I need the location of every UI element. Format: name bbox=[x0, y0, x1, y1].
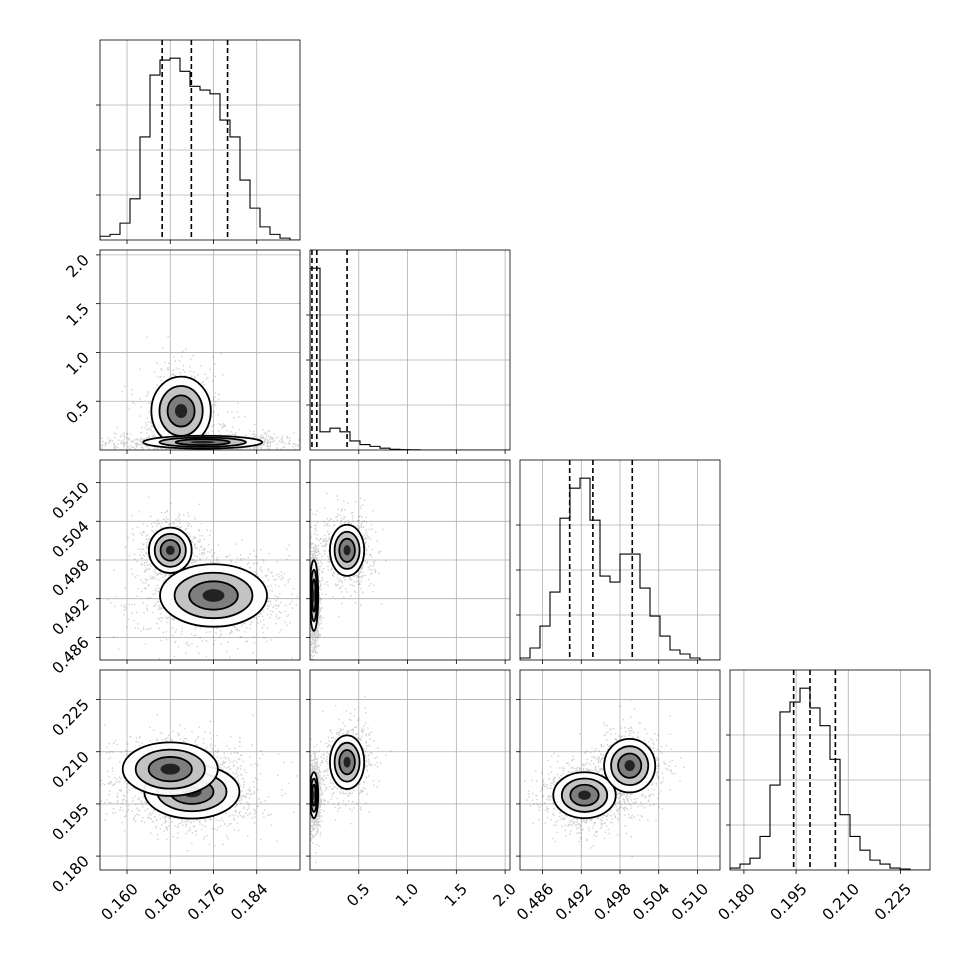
x-tick-label: 1.5 bbox=[441, 880, 471, 910]
scatter-points bbox=[100, 496, 300, 660]
y-tick-label: 0.180 bbox=[49, 852, 93, 896]
x-tick-label: 0.160 bbox=[98, 880, 142, 924]
x-tick-label: 0.210 bbox=[819, 880, 863, 924]
y-tick-label: 1.0 bbox=[63, 349, 93, 379]
scatter-panel-2-1 bbox=[309, 459, 511, 661]
histogram-step bbox=[310, 267, 510, 450]
density-peak bbox=[343, 756, 351, 768]
histogram-step bbox=[730, 687, 930, 870]
scatter-panel-1-0 bbox=[99, 249, 301, 451]
sample-points bbox=[100, 496, 300, 660]
x-tick-label: 0.498 bbox=[591, 880, 635, 924]
histogram-panel-0 bbox=[96, 39, 301, 241]
x-tick-label: 0.168 bbox=[141, 880, 185, 924]
histogram-panel-2 bbox=[516, 459, 721, 661]
scatter-panel-3-1 bbox=[309, 669, 511, 871]
axes-frame bbox=[309, 249, 511, 451]
x-tick-label: 0.195 bbox=[767, 880, 811, 924]
histogram-panel-1 bbox=[306, 249, 511, 451]
y-tick-label: 0.195 bbox=[49, 800, 93, 844]
y-tick-label: 0.486 bbox=[49, 634, 93, 678]
density-peak bbox=[343, 545, 351, 556]
x-tick-label: 0.5 bbox=[343, 880, 373, 910]
density-peak bbox=[313, 790, 315, 800]
sample-points bbox=[310, 492, 387, 660]
scatter-panel-3-2 bbox=[519, 669, 721, 871]
scatter-points bbox=[100, 714, 298, 852]
x-tick-label: 2.0 bbox=[490, 880, 520, 910]
x-tick-label: 0.486 bbox=[513, 880, 557, 924]
scatter-points bbox=[310, 492, 387, 660]
x-tick-label: 0.504 bbox=[629, 880, 673, 924]
x-tick-label: 0.225 bbox=[871, 880, 915, 924]
y-tick-label: 0.498 bbox=[49, 556, 93, 600]
histogram-panel-3 bbox=[726, 669, 931, 871]
density-peak bbox=[578, 790, 591, 800]
density-peak bbox=[202, 589, 225, 602]
y-tick-label: 0.510 bbox=[49, 479, 93, 523]
x-tick-label: 0.176 bbox=[184, 880, 228, 924]
y-tick-label: 0.5 bbox=[63, 397, 93, 427]
axes-frame bbox=[99, 39, 301, 241]
density-peak bbox=[624, 760, 635, 772]
y-tick-label: 0.225 bbox=[49, 696, 93, 740]
x-tick-label: 1.0 bbox=[392, 880, 422, 910]
scatter-panel-2-0 bbox=[99, 459, 301, 661]
scatter-panel-3-0 bbox=[99, 669, 301, 871]
histogram-step bbox=[520, 477, 720, 660]
axes-frame bbox=[309, 669, 511, 871]
scatter-points bbox=[524, 699, 685, 858]
density-peak bbox=[175, 403, 188, 418]
density-peak bbox=[190, 440, 215, 444]
axes-frame bbox=[729, 669, 931, 871]
density-peak bbox=[160, 763, 180, 775]
density-peak bbox=[313, 588, 315, 603]
x-tick-label: 0.180 bbox=[715, 880, 759, 924]
sample-points bbox=[101, 335, 300, 450]
y-tick-label: 0.504 bbox=[49, 517, 93, 561]
x-tick-label: 0.184 bbox=[227, 880, 271, 924]
scatter-points bbox=[310, 695, 392, 863]
y-tick-label: 0.492 bbox=[49, 595, 93, 639]
histogram-step bbox=[100, 57, 300, 240]
axes-frame bbox=[99, 669, 301, 871]
y-tick-label: 2.0 bbox=[63, 251, 93, 281]
density-peak bbox=[165, 545, 175, 555]
scatter-points bbox=[101, 335, 300, 450]
y-tick-label: 0.210 bbox=[49, 748, 93, 792]
x-tick-label: 0.492 bbox=[552, 880, 596, 924]
y-tick-label: 1.5 bbox=[63, 300, 93, 330]
x-tick-label: 0.510 bbox=[668, 880, 712, 924]
axes-frame bbox=[99, 249, 301, 451]
